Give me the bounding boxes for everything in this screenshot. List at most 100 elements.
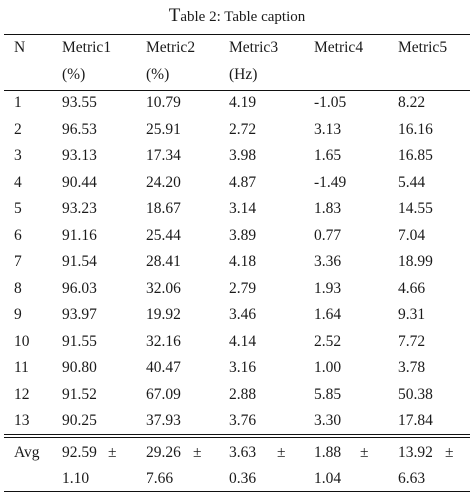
table-cell-metric3: 3.16: [229, 359, 257, 376]
header-unit-metric3: (Hz): [229, 66, 258, 83]
table-cell-metric4: 1.00: [314, 359, 342, 376]
table-cell-metric1: 90.44: [62, 173, 97, 191]
table-cell-metric2: 32.06: [146, 279, 181, 297]
table-cell-metric3: 3.98: [229, 147, 257, 164]
header-metric5: Metric5: [398, 39, 448, 56]
table-cell-metric5: 7.04: [398, 226, 426, 244]
avg-std-metric3: 0.36: [229, 470, 257, 487]
table-cell-metric3: 4.18: [229, 253, 257, 270]
table-cell-metric5: 14.55: [398, 200, 433, 217]
table-cell-metric4: 1.93: [314, 279, 342, 297]
table-cell-metric2: 67.09: [146, 385, 181, 403]
table-cell-metric4: -1.49: [314, 173, 347, 191]
table-cell-metric5: 5.44: [398, 173, 426, 191]
table-cell-metric4: 3.13: [314, 120, 342, 138]
table-cell-n: 13: [14, 412, 30, 429]
table-cell-n: 1: [14, 94, 22, 111]
table-cell-metric3: 4.19: [229, 94, 257, 111]
table-cell-metric3: 3.46: [229, 306, 257, 323]
table-header-rule: [4, 90, 470, 91]
avg-std-metric2: 7.66: [146, 470, 174, 487]
table-cell-n: 8: [14, 279, 22, 297]
table-cell-n: 11: [14, 359, 29, 376]
table-cell-metric1: 96.03: [62, 279, 97, 297]
header-unit-metric1: (%): [62, 66, 86, 83]
table-cell-n: 3: [14, 147, 22, 164]
header-n: N: [14, 39, 26, 56]
table-cell-metric2: 37.93: [146, 412, 181, 429]
table-cell-metric4: -1.05: [314, 94, 347, 111]
avg-mean-metric5: 13.92: [398, 444, 433, 461]
table-cell-metric4: 5.85: [314, 385, 342, 403]
table-cell-metric1: 91.55: [62, 332, 97, 350]
table-cell-metric5: 18.99: [398, 253, 433, 270]
table-cell-metric4: 3.36: [314, 253, 342, 270]
table-cell-metric2: 25.91: [146, 120, 181, 138]
avg-mean-metric4: 1.88: [314, 444, 342, 461]
table-bottom-rule: [4, 491, 470, 492]
table-cell-metric1: 93.97: [62, 306, 97, 323]
table-cell-metric3: 2.88: [229, 385, 257, 403]
caption-text: able 2: Table caption: [180, 9, 306, 25]
table-cell-metric3: 3.76: [229, 412, 257, 429]
table-cell-n: 4: [14, 173, 22, 191]
table-cell-metric2: 28.41: [146, 253, 181, 270]
table-cell-metric5: 3.78: [398, 359, 426, 376]
table-cell-n: 12: [14, 385, 30, 403]
table-avg-rule-lower: [4, 437, 470, 438]
table-cell-metric4: 1.83: [314, 200, 342, 217]
table-top-rule: [4, 34, 470, 35]
table-cell-metric3: 2.72: [229, 120, 257, 138]
avg-mean-metric2: 29.26: [146, 444, 181, 461]
header-metric1: Metric1: [62, 39, 112, 56]
header-metric2: Metric2: [146, 39, 196, 56]
avg-label: Avg: [14, 444, 40, 461]
avg-pm-metric5: ±: [445, 444, 454, 461]
avg-mean-metric1: 92.59: [62, 444, 97, 461]
table-cell-metric3: 4.14: [229, 332, 257, 350]
table-cell-metric3: 2.79: [229, 279, 257, 297]
table-cell-metric2: 17.34: [146, 147, 181, 164]
table-cell-metric5: 8.22: [398, 94, 426, 111]
table-cell-metric1: 93.13: [62, 147, 97, 164]
table-cell-metric2: 32.16: [146, 332, 181, 350]
table-cell-n: 9: [14, 306, 22, 323]
avg-pm-metric1: ±: [108, 444, 117, 461]
table-avg-rule-upper: [4, 434, 470, 435]
table-cell-metric4: 0.77: [314, 226, 342, 244]
table-cell-metric1: 91.52: [62, 385, 97, 403]
avg-pm-metric2: ±: [193, 444, 202, 461]
table-cell-metric1: 93.23: [62, 200, 97, 217]
table-cell-metric1: 90.25: [62, 412, 97, 429]
table-cell-metric1: 96.53: [62, 120, 97, 138]
table-cell-metric5: 16.85: [398, 147, 433, 164]
table-cell-n: 2: [14, 120, 22, 138]
table-cell-metric5: 16.16: [398, 120, 433, 138]
table-cell-n: 10: [14, 332, 30, 350]
table-cell-metric4: 3.30: [314, 412, 342, 429]
table-cell-metric2: 24.20: [146, 173, 181, 191]
avg-std-metric4: 1.04: [314, 470, 342, 487]
avg-std-metric5: 6.63: [398, 470, 426, 487]
table-cell-metric2: 40.47: [146, 359, 181, 376]
avg-pm-metric3: ±: [277, 444, 286, 461]
avg-mean-metric3: 3.63: [229, 444, 257, 461]
table-cell-metric5: 9.31: [398, 306, 426, 323]
table-cell-metric3: 3.14: [229, 200, 257, 217]
table-cell-metric5: 7.72: [398, 332, 426, 350]
avg-pm-metric4: ±: [360, 444, 369, 461]
table-cell-metric5: 4.66: [398, 279, 426, 297]
table-cell-metric4: 2.52: [314, 332, 342, 350]
table-cell-n: 7: [14, 253, 22, 270]
header-metric4: Metric4: [314, 39, 364, 56]
table-cell-metric5: 17.84: [398, 412, 433, 429]
table-caption: Table 2: Table caption: [0, 5, 474, 28]
table-cell-metric3: 3.89: [229, 226, 257, 244]
table-cell-metric2: 25.44: [146, 226, 181, 244]
caption-first-letter: T: [168, 5, 181, 26]
table-cell-metric4: 1.64: [314, 306, 342, 323]
table-cell-metric1: 90.80: [62, 359, 97, 376]
table-cell-metric1: 93.55: [62, 94, 97, 111]
table-cell-metric2: 10.79: [146, 94, 181, 111]
